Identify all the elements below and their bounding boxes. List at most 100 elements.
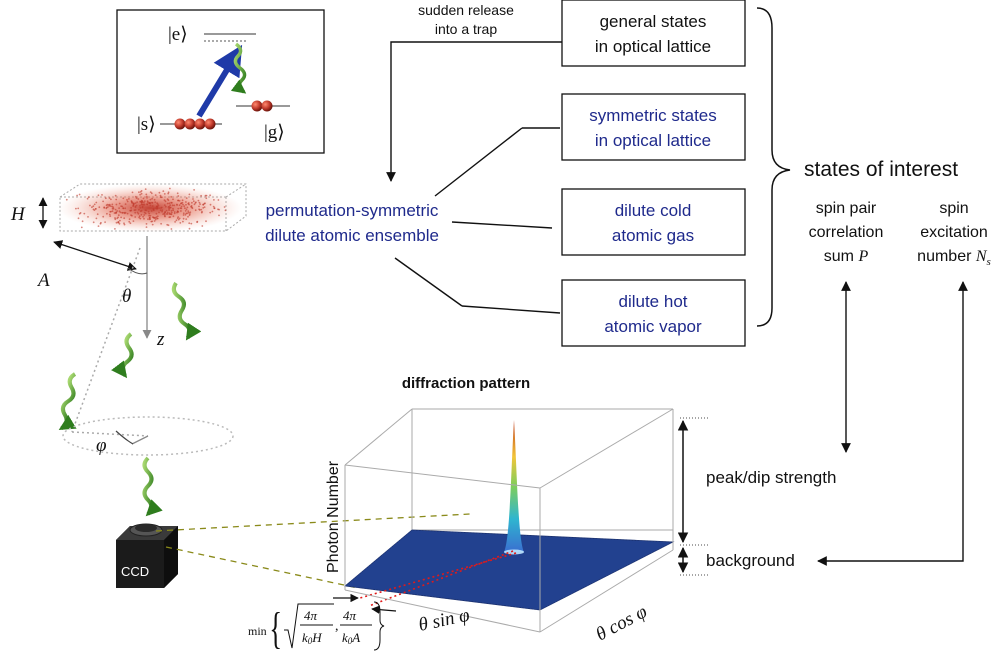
cloud-atom (156, 217, 158, 220)
cloud-atom (148, 214, 151, 217)
cloud-atom (132, 204, 135, 207)
cloud-atom (95, 201, 98, 204)
state-general-line1: general states (600, 12, 707, 31)
cloud-atom (117, 214, 120, 217)
cloud-atom (166, 198, 169, 201)
cloud-atom (197, 199, 200, 202)
cloud-bounding-box (59, 183, 247, 232)
photon-icon-4 (142, 456, 163, 517)
cloud-atom (168, 202, 171, 205)
cloud-atom (77, 207, 80, 210)
trap-note-line2: into a trap (435, 21, 497, 37)
cloud-atom (97, 225, 100, 228)
phi-plane: φ (62, 416, 234, 456)
cloud-atom (150, 210, 153, 212)
cloud-atom (195, 201, 197, 204)
cloud-atom (128, 220, 131, 223)
cloud-atom (173, 204, 176, 207)
cloud-atom (147, 210, 150, 213)
theta-arc (127, 267, 148, 275)
connector-cold (451, 221, 553, 229)
cloud-atom (198, 201, 201, 204)
peak-width-line-1 (368, 550, 514, 607)
cloud-atom (196, 221, 199, 224)
cloud-atom (150, 192, 153, 195)
cloud-atom (116, 210, 119, 212)
cloud-atom (158, 207, 160, 210)
cloud-atoms (65, 187, 227, 230)
cloud-atom (131, 191, 134, 194)
cloud-atom (93, 203, 96, 206)
cloud-atom (141, 205, 144, 208)
peak-width-line-2 (359, 552, 517, 599)
cloud-atom (126, 199, 128, 201)
cloud-atom (76, 194, 78, 197)
cloud-atom (185, 218, 188, 221)
cloud-atom (136, 201, 139, 204)
connector-symmetric (434, 127, 523, 197)
cloud-atom (209, 194, 212, 197)
cloud-atom (122, 207, 125, 210)
cloud-atom (120, 216, 122, 219)
cloud-atom (213, 207, 216, 210)
cloud-atom (130, 207, 133, 209)
cloud-atom (118, 207, 120, 210)
cloud-atom (178, 217, 181, 220)
cloud-atom (130, 214, 132, 217)
cloud-atom (103, 207, 106, 209)
cloud-atom (146, 195, 148, 198)
cloud-atom (126, 200, 129, 203)
width-arrow (53, 240, 137, 271)
cloud-atom (149, 204, 152, 207)
cloud-atom (187, 210, 190, 213)
emission-photon-icon (230, 42, 247, 94)
cloud-atom (164, 205, 167, 208)
cloud-atom (87, 216, 89, 218)
trap-note-line1: sudden release (418, 2, 514, 18)
cloud-atom (102, 215, 105, 218)
cloud-atom (209, 211, 212, 214)
state-box-hot: dilute hot atomic vapor (561, 279, 746, 347)
cloud-atom (170, 210, 173, 212)
cloud-atom (115, 203, 118, 206)
cloud-atom (138, 216, 141, 219)
cloud-atom (211, 210, 214, 213)
formula-comma: , (335, 619, 339, 634)
cloud-atom (118, 222, 121, 225)
ccd-label: CCD (121, 564, 149, 579)
diffraction-plot: diffraction pattern Photon Number (248, 375, 836, 653)
cloud-atom (169, 204, 172, 207)
cloud-atom (114, 208, 117, 211)
cloud-atom (134, 216, 137, 218)
cloud-atom (184, 207, 186, 210)
cloud-atom (151, 197, 154, 200)
cloud-atom (181, 199, 184, 202)
cloud-atom (151, 216, 154, 219)
cloud-atom (190, 205, 192, 208)
cloud-atom (132, 220, 135, 223)
cloud-atom (201, 210, 203, 213)
cloud-atom (87, 196, 90, 199)
cloud-atom (178, 204, 181, 207)
cloud-atom (202, 207, 205, 209)
cloud-atom (147, 201, 149, 204)
cloud-atom (140, 190, 143, 192)
cloud-atom (147, 218, 149, 221)
cloud-atom (182, 214, 185, 216)
atomic-cloud: H A z θ (10, 183, 247, 433)
cloud-atom (212, 205, 215, 208)
cloud-atom (134, 211, 137, 214)
cloud-atom (169, 206, 172, 209)
states-brace (756, 7, 791, 327)
cloud-atom (203, 206, 206, 209)
formula-min: min (248, 624, 267, 638)
cloud-atom (154, 194, 157, 197)
ns-background-arrow (817, 281, 968, 566)
cloud-atom (104, 221, 106, 224)
cloud-atom (181, 201, 184, 204)
cloud-atom (96, 213, 99, 216)
cloud-atom (107, 206, 109, 208)
cloud-atom (176, 192, 179, 195)
scattered-photons (58, 281, 202, 517)
cloud-atom (139, 206, 142, 209)
